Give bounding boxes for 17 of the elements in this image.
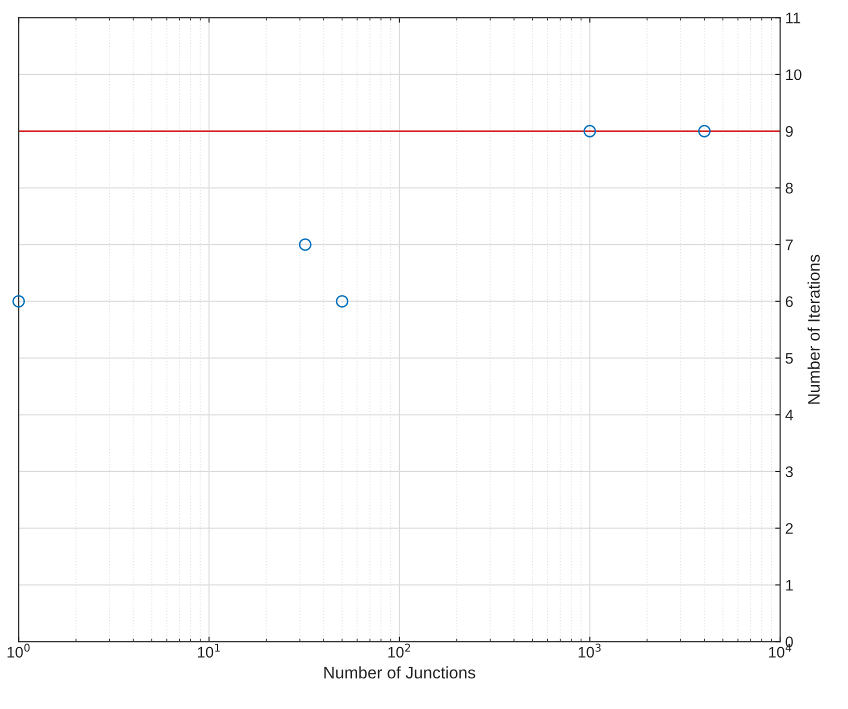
x-axis-title: Number of Junctions: [324, 666, 476, 679]
x-tick-label: 10$^{3}$: [578, 644, 601, 658]
x-tick-label: 10$^{1}$: [198, 644, 220, 658]
y-tick-label: 2: [786, 523, 793, 534]
y-tick-label: 4: [785, 410, 794, 420]
y-tick-label: 1: [786, 580, 793, 590]
x-tick-label: 10$^{2}$: [388, 644, 410, 658]
y-tick-label: 3: [786, 466, 793, 478]
y-tick-label: 11: [786, 12, 800, 24]
y-tick-label: 8: [786, 182, 793, 194]
y-tick-label: 6: [786, 296, 793, 308]
x-tick-label: 10$^{0}$: [8, 644, 30, 658]
y-tick-label: 7: [786, 240, 793, 250]
y-tick-label: 5: [786, 353, 793, 364]
y-tick-label: 9: [786, 126, 793, 137]
y-axis-title: Number of Iterations: [808, 254, 820, 404]
y-tick-label: 10: [786, 69, 802, 80]
